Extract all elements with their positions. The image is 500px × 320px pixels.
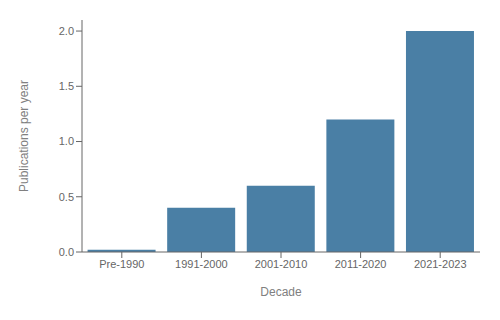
svg-text:2.0: 2.0 [59,25,74,37]
svg-text:0.0: 0.0 [59,246,74,258]
svg-text:2001-2010: 2001-2010 [255,258,308,270]
svg-text:1.5: 1.5 [59,80,74,92]
svg-text:2011-2020: 2011-2020 [335,258,387,270]
svg-text:Publications per year: Publications per year [17,80,31,192]
svg-text:1.0: 1.0 [59,135,74,147]
svg-text:Decade: Decade [260,285,302,299]
svg-text:0.5: 0.5 [59,191,74,203]
svg-text:1991-2000: 1991-2000 [175,258,228,270]
svg-text:Pre-1990: Pre-1990 [99,258,144,270]
svg-text:2021-2023: 2021-2023 [414,258,467,270]
